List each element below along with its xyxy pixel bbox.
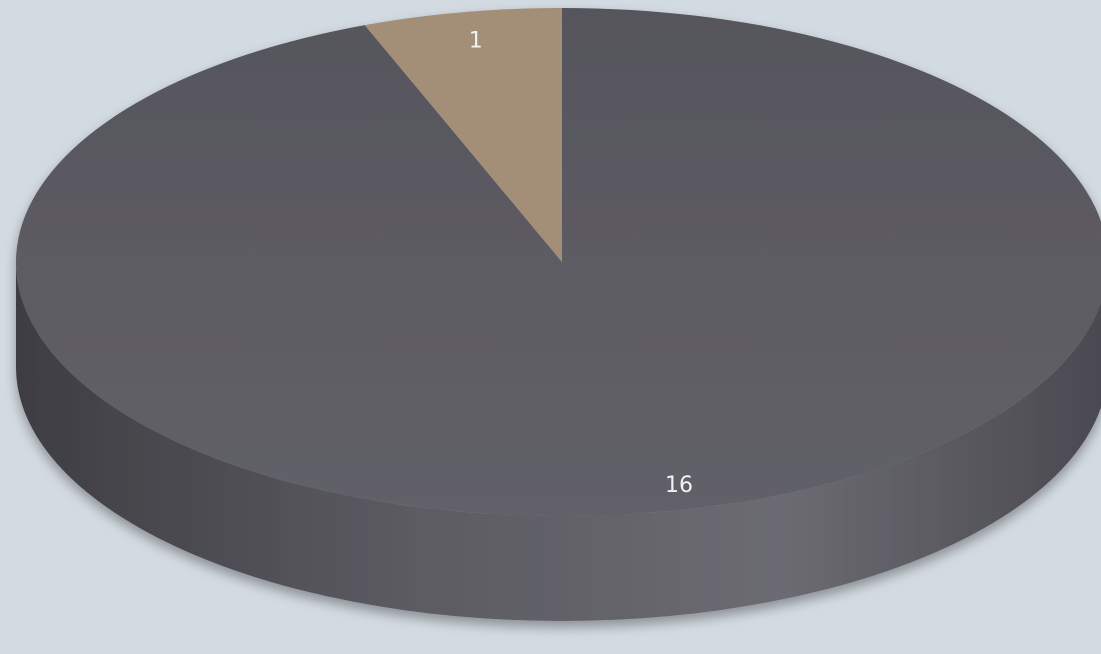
data-label-16: 16 xyxy=(665,473,693,498)
data-label-1: 1 xyxy=(469,28,483,53)
pie-slice-16 xyxy=(16,8,1101,516)
pie-side-wall xyxy=(16,262,1101,621)
pie-slice-1 xyxy=(364,8,562,262)
